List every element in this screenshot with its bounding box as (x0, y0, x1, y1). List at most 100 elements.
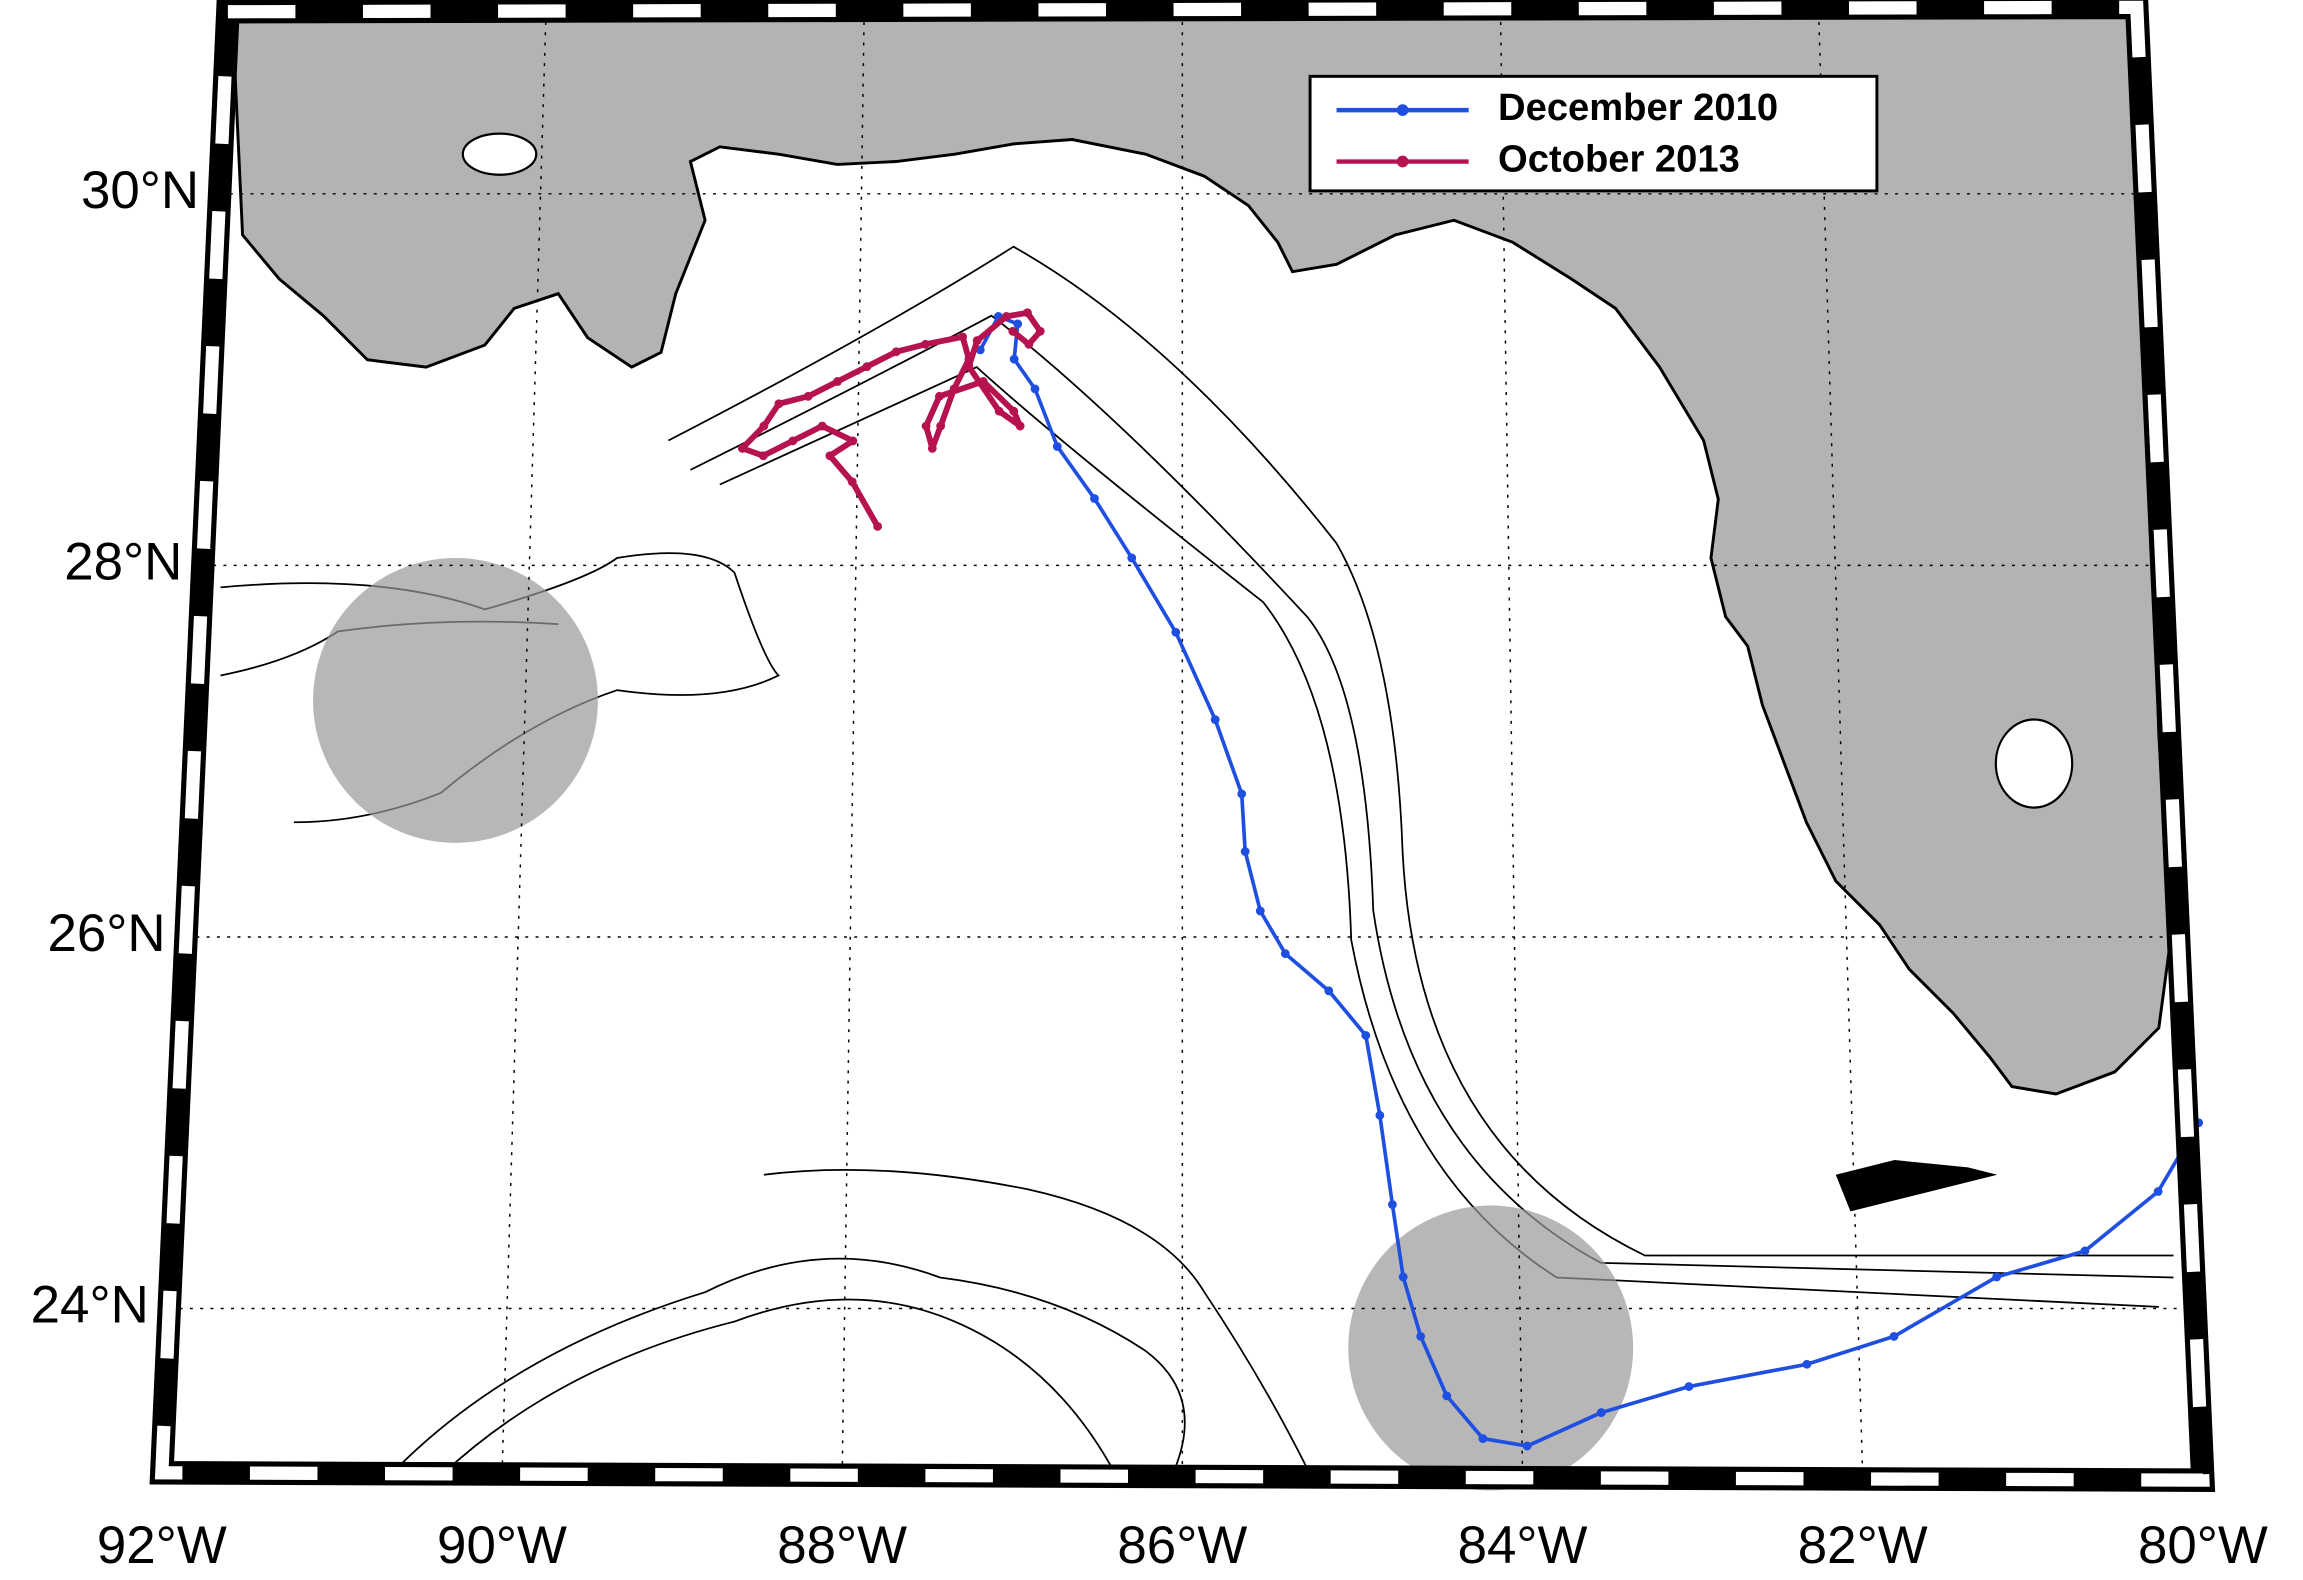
track-point (833, 377, 842, 386)
track-point (891, 347, 901, 357)
track-point (1361, 1031, 1371, 1040)
land (230, 10, 2173, 1212)
track-point (1210, 715, 1220, 724)
track-point (2153, 1187, 2163, 1196)
track-point (1013, 319, 1023, 329)
track-point (1992, 1272, 2002, 1282)
contours (220, 245, 2174, 1477)
shaded-region (313, 557, 598, 843)
x-tick-label: 80°W (2138, 1516, 2268, 1575)
frame (149, 0, 2216, 1492)
y-tick-label: 26°N (47, 904, 165, 963)
grid-line (1499, 11, 1524, 1476)
y-tick-label: 28°N (64, 532, 182, 591)
contour (667, 245, 2174, 1257)
track-point (1015, 421, 1025, 431)
track-point (1375, 1110, 1385, 1120)
track-point (964, 354, 974, 364)
track-point (825, 451, 835, 461)
contour (719, 366, 2159, 1308)
track-point (1889, 1331, 1899, 1341)
track-point (758, 451, 768, 461)
coastline (230, 10, 2173, 1096)
track-point (1023, 308, 1032, 318)
legend: December 2010 October 2013 (1308, 74, 1879, 193)
track-point (1442, 1391, 1452, 1401)
track-point (847, 477, 857, 487)
track-point (1002, 312, 1011, 321)
track-point (1255, 906, 1265, 916)
track-point (788, 436, 798, 446)
y-tick-label: 24°N (31, 1276, 149, 1335)
data-layer (161, 11, 2204, 1476)
track-point (921, 421, 931, 431)
shaded-region (1348, 1205, 1634, 1491)
contour (396, 1257, 1186, 1470)
track-point (1416, 1331, 1426, 1341)
legend-label: October 2013 (1498, 138, 1740, 181)
track-point (1024, 339, 1034, 349)
x-tick-label: 82°W (1798, 1516, 1928, 1575)
contour (763, 1168, 1308, 1469)
track-point (862, 362, 872, 372)
x-tick-label: 84°W (1458, 1516, 1588, 1575)
track-point (1030, 384, 1040, 394)
track-point (978, 377, 988, 386)
track-point (921, 339, 930, 349)
track-point (958, 332, 968, 342)
track-point (848, 436, 858, 446)
track-point (2080, 1246, 2090, 1256)
legend-marker (1396, 104, 1409, 117)
track-point (1684, 1382, 1694, 1391)
track-point (949, 384, 959, 394)
track-point (1522, 1441, 1532, 1451)
track-point (972, 336, 982, 345)
track-point (934, 391, 944, 401)
x-tick-label: 92°W (97, 1516, 227, 1575)
y-tick-label: 30°N (81, 161, 199, 220)
track-point (1398, 1272, 1408, 1282)
track-point (1090, 494, 1099, 503)
grid-line (841, 11, 865, 1476)
track-point (964, 362, 974, 372)
x-tick-label: 90°W (437, 1516, 567, 1575)
track-point (1596, 1408, 1606, 1417)
track-point (1035, 326, 1045, 336)
track-point (1127, 553, 1137, 563)
legend-label: December 2010 (1498, 86, 1778, 129)
track-point (803, 391, 813, 401)
x-tick-label: 88°W (777, 1516, 907, 1575)
tick-labels: 30°N 28°N 26°N 24°N 92°W 90°W 88°W 86°W 84°W 82°W… (31, 161, 2268, 1575)
contour (440, 1298, 1118, 1477)
track-point (817, 421, 827, 431)
track-point (1280, 949, 1290, 959)
lake (1994, 718, 2074, 809)
lake (461, 132, 538, 176)
track-point (774, 399, 784, 409)
track-point (936, 421, 946, 431)
grid-line (501, 11, 547, 1476)
grid-line (1817, 11, 1864, 1476)
frame-dash (154, 0, 2210, 1487)
track-point (1324, 986, 1334, 996)
track-point (975, 345, 985, 355)
track-point (1240, 847, 1250, 856)
legend-box (1308, 74, 1879, 193)
track-point (737, 443, 747, 453)
track-point (994, 406, 1004, 416)
track-point (1009, 354, 1019, 364)
keys (1835, 1160, 1998, 1212)
track-point (1009, 406, 1019, 416)
track-point (1171, 627, 1181, 637)
track-point (1237, 789, 1247, 799)
x-tick-label: 86°W (1117, 1516, 1247, 1575)
legend-marker (1396, 155, 1409, 168)
track-point (927, 443, 937, 453)
track-point (1478, 1434, 1488, 1443)
contour (690, 314, 2174, 1279)
track-point (759, 421, 769, 431)
track-point (1052, 442, 1062, 451)
track-point (1802, 1359, 1812, 1369)
